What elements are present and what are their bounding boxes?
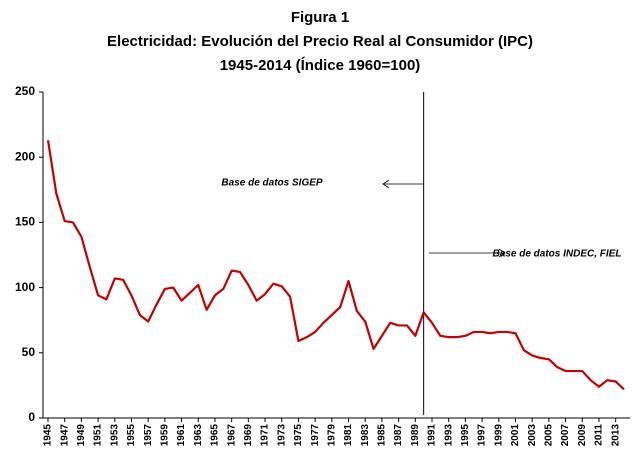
x-tick-label: 1989 bbox=[410, 424, 421, 447]
x-tick-label: 1967 bbox=[226, 424, 237, 447]
x-tick-label: 1971 bbox=[260, 424, 271, 447]
x-tick-label: 1953 bbox=[109, 424, 120, 447]
y-tick-label: 250 bbox=[15, 84, 35, 98]
data-line bbox=[46, 140, 625, 391]
x-tick-label: 1947 bbox=[59, 424, 70, 447]
x-tick-label: 2013 bbox=[610, 424, 621, 447]
x-tick-label: 1977 bbox=[310, 424, 321, 447]
x-tick-label: 1997 bbox=[477, 424, 488, 447]
x-tick-label: 1993 bbox=[443, 424, 454, 447]
chart-title: 1945-2014 (Índice 1960=100) bbox=[220, 57, 421, 74]
x-tick-label: 1945 bbox=[43, 424, 54, 447]
x-tick-label: 1965 bbox=[210, 424, 221, 447]
annotation: Base de datos INDEC, FIEL bbox=[493, 249, 622, 260]
x-tick-label: 1973 bbox=[276, 424, 287, 447]
chart-title: Electricidad: Evolución del Precio Real … bbox=[107, 33, 533, 50]
x-tick-label: 1959 bbox=[160, 424, 171, 447]
x-tick-label: 1969 bbox=[243, 424, 254, 447]
x-tick-label: 1975 bbox=[293, 424, 304, 447]
x-tick-label: 2003 bbox=[527, 424, 538, 447]
x-tick-label: 1961 bbox=[176, 424, 187, 447]
x-tick-label: 1981 bbox=[343, 424, 354, 447]
x-tick-label: 2005 bbox=[544, 424, 555, 447]
x-tick-label: 1979 bbox=[326, 424, 337, 447]
arrow-head bbox=[498, 248, 506, 258]
x-tick-label: 1987 bbox=[393, 424, 404, 447]
chart-title: Figura 1 bbox=[291, 9, 349, 26]
x-tick-label: 2009 bbox=[577, 424, 588, 447]
y-tick-label: 200 bbox=[15, 149, 35, 163]
y-tick-label: 0 bbox=[28, 410, 35, 424]
x-tick-label: 1949 bbox=[76, 424, 87, 447]
x-tick-label: 1995 bbox=[460, 424, 471, 447]
x-tick-label: 1999 bbox=[493, 424, 504, 447]
x-tick-label: 1955 bbox=[126, 424, 137, 447]
x-tick-label: 2001 bbox=[510, 424, 521, 447]
x-tick-label: 1985 bbox=[377, 424, 388, 447]
x-tick-label: 1957 bbox=[143, 424, 154, 447]
annotation: Base de datos SIGEP bbox=[221, 178, 322, 189]
x-tick-label: 1951 bbox=[93, 424, 104, 447]
x-tick-label: 1983 bbox=[360, 424, 371, 447]
arrow-head bbox=[382, 179, 390, 189]
x-tick-label: 1991 bbox=[427, 424, 438, 447]
y-tick-label: 100 bbox=[15, 280, 35, 294]
y-tick-label: 150 bbox=[15, 215, 35, 229]
x-tick-label: 2007 bbox=[560, 424, 571, 447]
x-tick-label: 1963 bbox=[193, 424, 204, 447]
x-tick-label: 2011 bbox=[594, 424, 605, 446]
y-tick-label: 50 bbox=[22, 345, 36, 359]
